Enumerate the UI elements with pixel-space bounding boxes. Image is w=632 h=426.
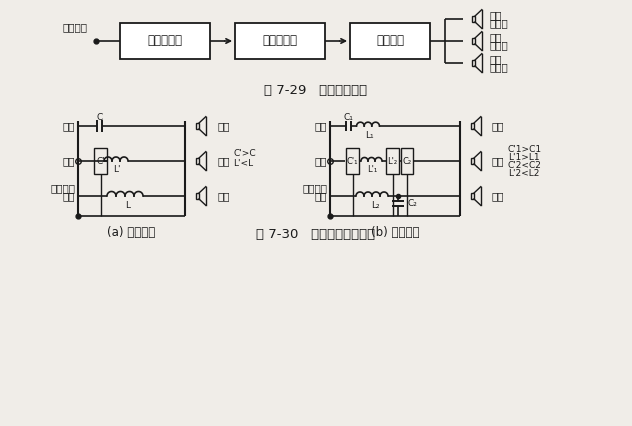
Text: 扬声器: 扬声器 — [489, 62, 507, 72]
Bar — [195, 193, 199, 199]
Text: 低通: 低通 — [315, 191, 327, 201]
Text: 高音: 高音 — [489, 10, 502, 20]
Text: 从功放来: 从功放来 — [303, 183, 327, 193]
Text: 信号输入: 信号输入 — [63, 22, 87, 32]
Bar — [350, 23, 430, 59]
Text: 分频网络: 分频网络 — [376, 35, 404, 48]
Text: 扬声器: 扬声器 — [489, 18, 507, 28]
Text: L': L' — [113, 165, 121, 175]
Bar — [346, 148, 359, 174]
Text: C₂: C₂ — [403, 156, 411, 165]
Text: C₂: C₂ — [407, 199, 417, 208]
Bar — [195, 123, 199, 129]
Text: C'>C: C'>C — [233, 149, 255, 158]
Text: L'₂: L'₂ — [387, 156, 398, 165]
Text: 高通: 高通 — [63, 121, 75, 131]
Text: 高通: 高通 — [315, 121, 327, 131]
Text: L'2<L2: L'2<L2 — [508, 170, 539, 178]
Text: C: C — [96, 112, 102, 121]
Text: (b) 双元件型: (b) 双元件型 — [371, 225, 419, 239]
Bar — [235, 23, 325, 59]
Text: 低音: 低音 — [489, 54, 502, 64]
Bar — [471, 16, 475, 22]
Text: 扬声器: 扬声器 — [489, 40, 507, 50]
Bar — [471, 60, 475, 66]
Bar — [471, 193, 474, 199]
Text: (a) 单元件型: (a) 单元件型 — [107, 225, 155, 239]
Bar — [471, 38, 475, 44]
Text: C₁: C₁ — [344, 113, 353, 123]
Text: 中音: 中音 — [489, 32, 502, 42]
Text: L'₁: L'₁ — [367, 165, 378, 175]
Text: 前置放大器: 前置放大器 — [147, 35, 183, 48]
Text: 低通: 低通 — [63, 191, 75, 201]
Bar — [386, 148, 399, 174]
Text: 图 7-29   功率分频方式: 图 7-29 功率分频方式 — [264, 84, 368, 98]
Text: 从功放来: 从功放来 — [51, 183, 75, 193]
Bar — [120, 23, 210, 59]
Text: 带通: 带通 — [63, 156, 75, 166]
Text: L₁: L₁ — [365, 130, 374, 139]
Text: 高音: 高音 — [217, 121, 229, 131]
Text: 低音: 低音 — [492, 191, 504, 201]
Text: L₂: L₂ — [371, 201, 379, 210]
Text: C'1>C1: C'1>C1 — [508, 144, 542, 153]
Text: C': C' — [96, 156, 105, 165]
Bar — [471, 158, 474, 164]
Text: 功率放大器: 功率放大器 — [262, 35, 298, 48]
Bar — [94, 148, 107, 174]
Text: L'1>L1: L'1>L1 — [508, 153, 540, 161]
Text: 低音: 低音 — [217, 191, 229, 201]
Text: 图 7-30   三分频功率分频器: 图 7-30 三分频功率分频器 — [257, 227, 375, 241]
Text: C'₁: C'₁ — [347, 156, 358, 165]
Text: 中音: 中音 — [492, 156, 504, 166]
Text: C'2<C2: C'2<C2 — [508, 161, 542, 170]
Text: 带通: 带通 — [315, 156, 327, 166]
Bar — [195, 158, 199, 164]
Text: L'<L: L'<L — [233, 158, 253, 167]
Text: L: L — [126, 201, 130, 210]
Bar — [401, 148, 413, 174]
Text: 高音: 高音 — [492, 121, 504, 131]
Bar — [471, 123, 474, 129]
Text: 中音: 中音 — [217, 156, 229, 166]
